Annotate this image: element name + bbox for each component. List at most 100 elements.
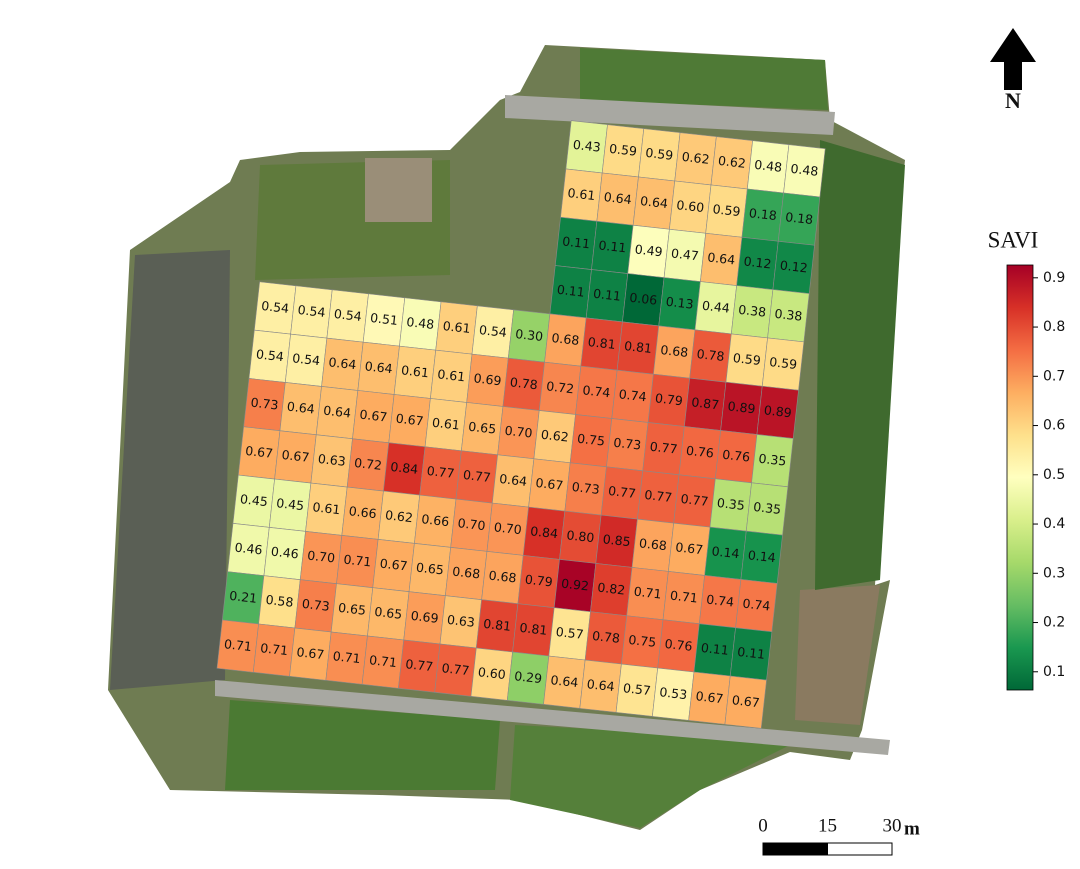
cell-label: 0.64	[322, 403, 351, 421]
cell-label: 0.67	[296, 644, 325, 662]
colorbar-tick-label: 0.3	[1043, 565, 1065, 581]
cell-label: 0.64	[286, 399, 315, 417]
cell-label: 0.69	[410, 608, 439, 626]
cell-label: 0.38	[738, 302, 767, 320]
cell-label: 0.79	[524, 572, 553, 590]
cell-label: 0.70	[457, 515, 486, 533]
scale-segment	[762, 842, 828, 856]
cell-label: 0.65	[468, 419, 497, 437]
colorbar-tick-label: 0.4	[1043, 516, 1065, 532]
cell-label: 0.61	[442, 318, 471, 336]
scale-label: 0	[758, 815, 768, 836]
cell-label: 0.82	[597, 580, 626, 598]
cell-label: 0.64	[499, 471, 528, 489]
cell-label: 0.79	[654, 390, 683, 408]
cell-label: 0.77	[462, 467, 491, 485]
cell-label: 0.62	[717, 153, 746, 171]
cell-label: 0.45	[276, 495, 305, 513]
cell-label: 0.38	[774, 306, 803, 324]
cell-label: 0.74	[706, 592, 735, 610]
cell-label: 0.70	[493, 519, 522, 537]
cell-label: 0.92	[560, 576, 589, 594]
colorbar-tick-label: 0.2	[1043, 615, 1065, 631]
scale-label: 15	[818, 815, 837, 836]
cell-label: 0.12	[779, 257, 808, 275]
cell-label: 0.18	[748, 205, 777, 223]
cell-label: 0.21	[229, 588, 258, 606]
colorbar-tick-label: 0.8	[1043, 319, 1065, 335]
colorbar-tick-label: 0.7	[1043, 368, 1065, 384]
cell-label: 0.68	[452, 564, 481, 582]
cell-label: 0.77	[405, 656, 434, 674]
cell-label: 0.76	[722, 447, 751, 465]
cell-label: 0.73	[571, 479, 600, 497]
cell-label: 0.81	[483, 616, 512, 634]
cell-label: 0.29	[513, 668, 542, 686]
cell-label: 0.65	[337, 600, 366, 618]
cell-label: 0.59	[732, 350, 761, 368]
cell-label: 0.35	[753, 499, 782, 517]
cell-label: 0.57	[622, 680, 651, 698]
north-arrow: N	[990, 28, 1036, 113]
cell-label: 0.77	[607, 483, 636, 501]
colorbar-tick-label: 0.1	[1043, 664, 1065, 680]
cell-label: 0.66	[421, 511, 450, 529]
cell-label: 0.11	[737, 644, 766, 662]
cell-label: 0.59	[608, 141, 637, 159]
cell-label: 0.77	[644, 487, 673, 505]
cell-label: 0.71	[332, 648, 361, 666]
cell-label: 0.68	[638, 535, 667, 553]
cell-label: 0.64	[639, 193, 668, 211]
savi-grid: 0.43 0.59 0.59 0.62 0.62 0.48 0.48 0.61 0.64 0.64…	[216, 120, 826, 729]
cell-label: 0.73	[613, 435, 642, 453]
cell-label: 0.35	[716, 495, 745, 513]
cell-label: 0.61	[312, 499, 341, 517]
cell-label: 0.77	[649, 439, 678, 457]
cell-label: 0.68	[551, 330, 580, 348]
cell-label: 0.63	[317, 451, 346, 469]
cell-label: 0.72	[545, 378, 574, 396]
cell-label: 0.54	[478, 322, 507, 340]
cell-label: 0.76	[685, 443, 714, 461]
cell-label: 0.54	[261, 298, 290, 316]
cell-label: 0.44	[701, 298, 730, 316]
cell-label: 0.59	[645, 145, 674, 163]
cell-label: 0.46	[234, 540, 263, 558]
cell-label: 0.73	[301, 596, 330, 614]
cell-label: 0.67	[535, 475, 564, 493]
cell-label: 0.13	[665, 294, 694, 312]
cell-label: 0.11	[592, 286, 621, 304]
cell-label: 0.54	[297, 302, 326, 320]
cell-label: 0.75	[576, 431, 605, 449]
cell-label: 0.49	[634, 241, 663, 259]
cell-label: 0.06	[629, 290, 658, 308]
cell-label: 0.67	[379, 556, 408, 574]
cell-label: 0.62	[384, 507, 413, 525]
scale-bar: 0 15 30 m	[758, 815, 920, 856]
cell-label: 0.48	[754, 157, 783, 175]
cell-label: 0.70	[504, 423, 533, 441]
cell-label: 0.14	[747, 547, 776, 565]
colorbar-tick-label: 0.9	[1043, 270, 1065, 286]
cell-label: 0.69	[473, 370, 502, 388]
cell-label: 0.67	[245, 443, 274, 461]
cell-label: 0.43	[572, 137, 601, 155]
cell-label: 0.70	[306, 548, 335, 566]
cell-label: 0.78	[509, 374, 538, 392]
cell-label: 0.47	[670, 245, 699, 263]
colorbar-tick-label: 0.5	[1043, 467, 1065, 483]
cell-label: 0.67	[731, 692, 760, 710]
cell-label: 0.58	[265, 592, 294, 610]
colorbar-title: SAVI	[988, 227, 1039, 252]
cell-label: 0.89	[763, 402, 792, 420]
cell-label: 0.11	[556, 282, 585, 300]
cell-label: 0.78	[696, 346, 725, 364]
cell-label: 0.81	[623, 338, 652, 356]
cell-label: 0.67	[281, 447, 310, 465]
cell-label: 0.54	[292, 350, 321, 368]
cell-label: 0.53	[659, 684, 688, 702]
cell-label: 0.84	[390, 459, 419, 477]
cell-label: 0.48	[406, 314, 435, 332]
cell-label: 0.64	[328, 354, 357, 372]
